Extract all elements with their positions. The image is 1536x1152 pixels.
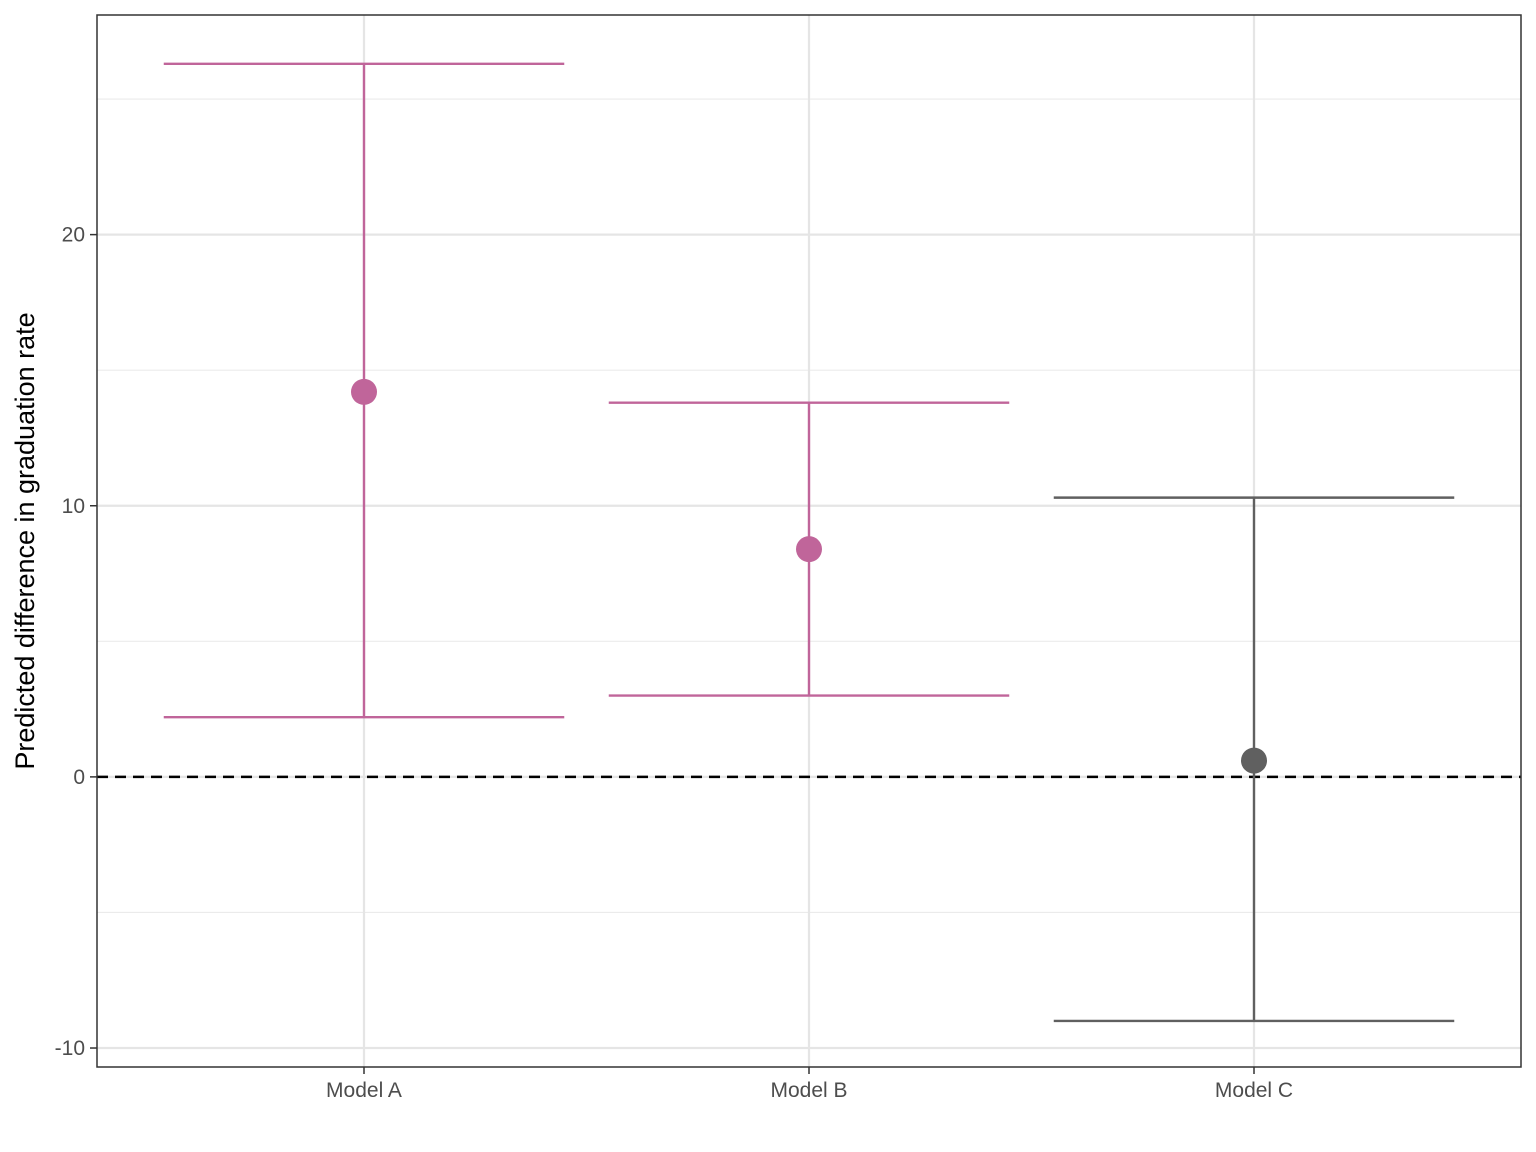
y-tick-label: -10 bbox=[55, 1037, 85, 1060]
x-tick-label: Model A bbox=[326, 1079, 402, 1102]
error-bar-group bbox=[1053, 496, 1455, 1023]
x-tick-label: Model C bbox=[1215, 1079, 1293, 1102]
error-bars bbox=[163, 62, 1455, 1023]
y-tick-label: 0 bbox=[73, 766, 85, 789]
error-bar-group bbox=[608, 401, 1010, 697]
x-tick-label: Model B bbox=[770, 1079, 847, 1102]
y-tick-label: 20 bbox=[62, 224, 85, 247]
y-axis-title: Predicted difference in graduation rate bbox=[10, 312, 40, 769]
error-bar-group bbox=[163, 62, 565, 719]
point-estimate bbox=[1241, 747, 1267, 774]
point-estimate bbox=[351, 378, 377, 405]
y-tick-label: 10 bbox=[62, 495, 85, 518]
axes: -10 0 10 20 Model A Model B Model C bbox=[55, 224, 1293, 1102]
point-estimate bbox=[796, 536, 822, 563]
